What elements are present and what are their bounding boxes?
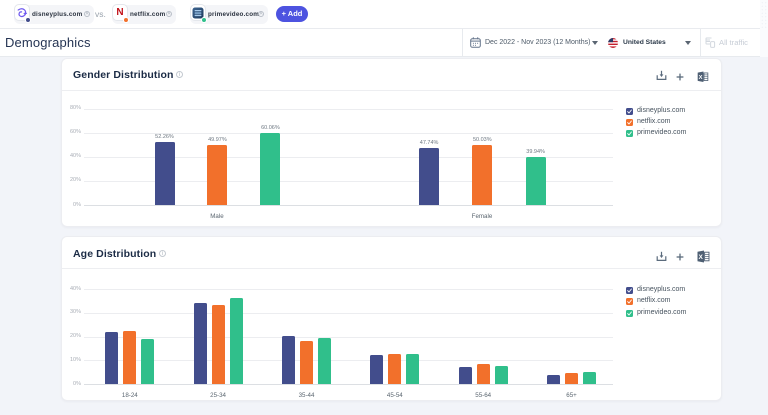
svg-text:X: X: [699, 75, 703, 81]
svg-text:X: X: [699, 254, 704, 261]
